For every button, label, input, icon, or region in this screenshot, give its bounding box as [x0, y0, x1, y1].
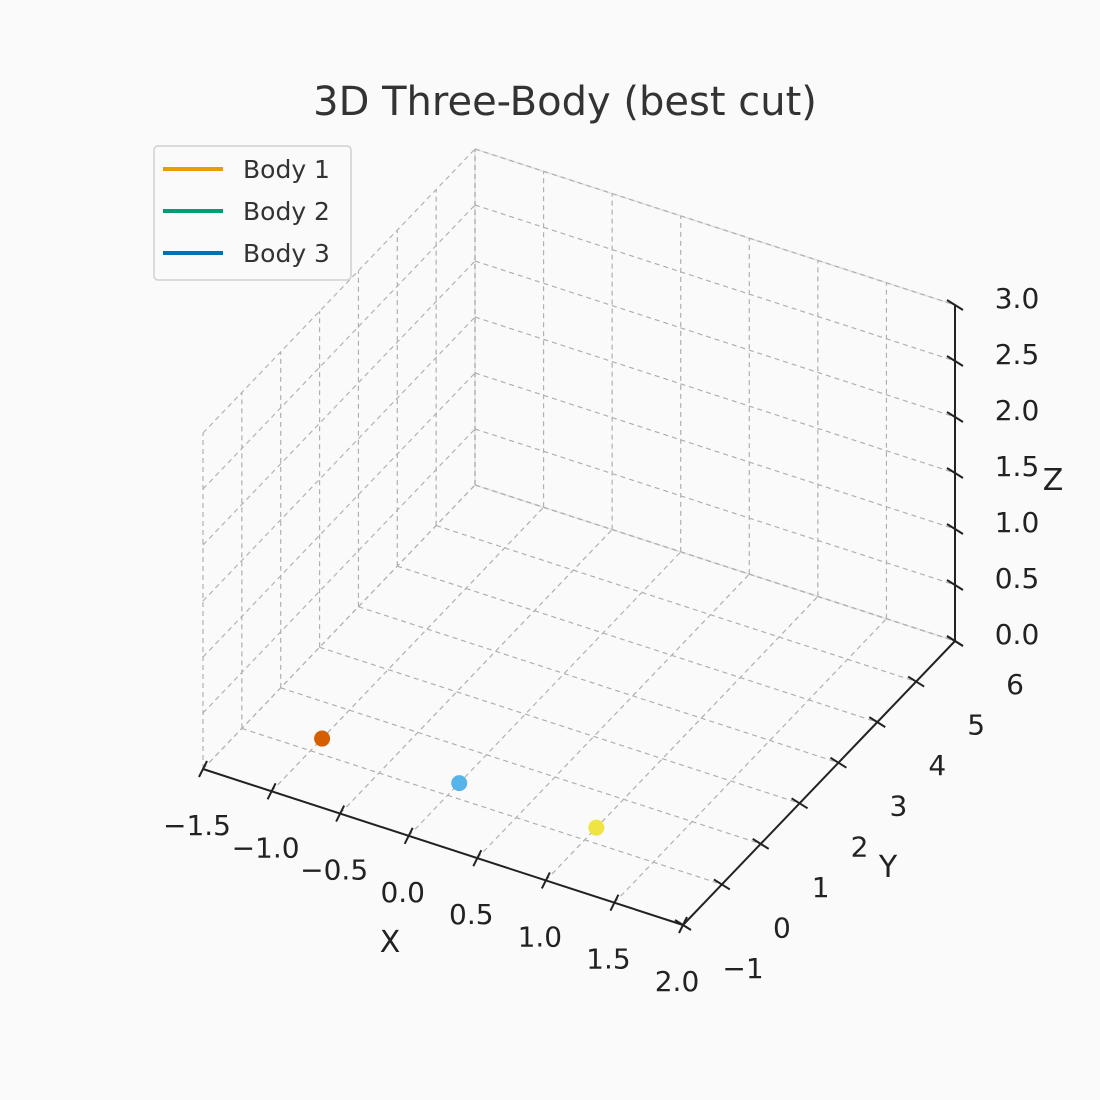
- grid-line-y-floor: [358, 606, 839, 764]
- z-axis-label: Z: [1043, 463, 1064, 498]
- y-tick-label: 4: [928, 749, 946, 782]
- grid-line-x-floor: [476, 573, 750, 859]
- legend-box: [153, 145, 352, 281]
- z-tick-label: 0.0: [995, 618, 1040, 651]
- grid-line-z-back: [474, 204, 956, 362]
- grid-line-z-back: [474, 316, 956, 474]
- axes: [198, 299, 964, 934]
- grid-line-z-back: [474, 428, 956, 586]
- y-tick-mark: [907, 675, 925, 688]
- y-axis-line: [682, 640, 956, 926]
- y-tick-label: 1: [812, 871, 830, 904]
- x-tick-mark: [609, 894, 620, 912]
- grid-line-x-floor: [545, 596, 819, 881]
- grid-line-y-floor: [435, 525, 917, 683]
- x-tick-mark: [540, 871, 551, 889]
- grid-line-z-back: [474, 148, 956, 306]
- x-tick-label: 0.0: [380, 876, 425, 909]
- y-tick-label: 6: [1006, 668, 1024, 701]
- z-tick-label: 2.0: [995, 394, 1040, 427]
- y-tick-label: 2: [851, 830, 869, 863]
- z-tick-mark: [946, 467, 964, 479]
- y-tick-label: 5: [967, 709, 985, 742]
- data-point: [451, 775, 468, 792]
- y-tick-mark: [713, 878, 731, 891]
- grid-line-z-side: [202, 204, 476, 490]
- z-tick-mark: [946, 523, 964, 535]
- grid-line-x-floor: [408, 551, 682, 837]
- x-tick-label: −0.5: [300, 854, 368, 887]
- grid-line-z-back: [474, 260, 956, 418]
- y-tick-label: −1: [722, 952, 763, 985]
- grid-line-z-side: [202, 372, 476, 658]
- x-tick-label: −1.0: [232, 831, 300, 864]
- x-tick-label: −1.5: [163, 809, 231, 842]
- x-tick-label: 1.5: [586, 943, 631, 976]
- z-tick-mark: [946, 579, 964, 591]
- z-tick-mark: [946, 635, 964, 647]
- x-tick-label: 2.0: [655, 965, 700, 998]
- y-tick-mark: [674, 919, 692, 931]
- x-tick-label: 0.5: [449, 898, 494, 931]
- x-axis-label: X: [380, 925, 401, 960]
- z-tick-label: 3.0: [995, 282, 1040, 315]
- y-tick-label: 0: [773, 911, 791, 944]
- z-tick-label: 2.5: [995, 338, 1040, 371]
- legend-items: Body 1 Body 2 Body 3: [163, 155, 330, 268]
- grid-line-z-side: [202, 484, 476, 770]
- grid-line-z-side: [202, 428, 476, 714]
- y-tick-mark: [791, 797, 809, 810]
- x-tick-mark: [266, 782, 277, 800]
- grid-line-y-floor: [397, 565, 878, 723]
- chart-title: 3D Three-Body (best cut): [313, 79, 817, 125]
- grid-line-z-side: [202, 316, 476, 602]
- y-axis-label: Y: [878, 850, 898, 885]
- grid-line-x-floor: [271, 506, 545, 792]
- grid-line-z-back: [474, 372, 956, 530]
- x-axis-line: [202, 768, 684, 926]
- grid-line-y-floor: [319, 646, 800, 804]
- data-point: [314, 730, 331, 747]
- z-tick-label: 0.5: [995, 562, 1040, 595]
- grid-line-x-floor: [613, 618, 887, 904]
- legend-label: Body 2: [243, 197, 330, 226]
- x-tick-mark: [335, 805, 346, 823]
- grid-line-y-floor: [241, 727, 723, 885]
- grid-line-y-floor: [280, 687, 761, 845]
- grid-line-z-back: [474, 484, 956, 642]
- z-tick-label: 1.5: [995, 450, 1040, 483]
- y-tick-mark: [829, 756, 847, 769]
- legend-label: Body 3: [243, 239, 330, 268]
- z-tick-mark: [946, 355, 964, 367]
- z-tick-mark: [946, 299, 964, 311]
- y-tick-label: 3: [890, 790, 908, 823]
- grid-line-x-floor: [339, 529, 613, 814]
- x-tick-mark: [472, 849, 483, 867]
- z-tick-mark: [946, 411, 964, 423]
- legend-label: Body 1: [243, 155, 330, 184]
- x-tick-label: 1.0: [518, 920, 563, 953]
- data-point: [588, 819, 605, 836]
- z-tick-label: 1.0: [995, 506, 1040, 539]
- grid-line-z-side: [202, 148, 476, 434]
- y-tick-mark: [752, 838, 770, 850]
- grid-line-z-side: [202, 260, 476, 546]
- y-tick-mark: [868, 716, 886, 728]
- x-tick-mark: [198, 760, 208, 778]
- data-points: [314, 730, 605, 836]
- legend: Body 1 Body 2 Body 3: [153, 145, 352, 281]
- x-tick-mark: [403, 827, 414, 845]
